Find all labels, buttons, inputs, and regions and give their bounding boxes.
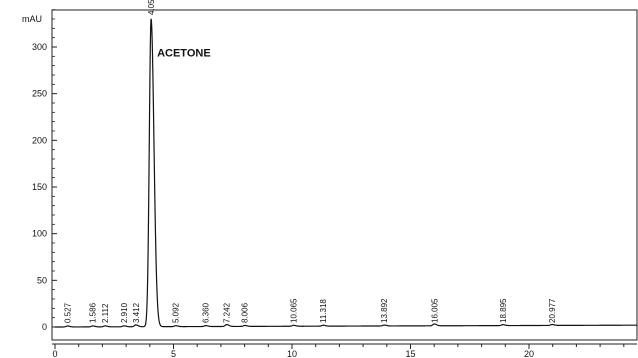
peak-label: 0.527 xyxy=(63,302,72,323)
y-axis-unit-label: mAU xyxy=(22,14,42,24)
x-tick-label-15: 15 xyxy=(405,349,415,358)
peak-label: 3.412 xyxy=(132,302,141,323)
peak-label-main: 4.054 xyxy=(147,0,156,15)
y-axis: 0 50 100 150 200 250 300 xyxy=(32,9,57,332)
peak-labels: 0.527 1.586 2.112 2.910 3.412 4.054 5.092 6.360… xyxy=(63,0,557,323)
y-tick-label-150: 150 xyxy=(32,182,47,192)
peak-label: 10.065 xyxy=(290,298,299,323)
peak-label: 1.586 xyxy=(89,302,98,323)
y-tick-label-250: 250 xyxy=(32,89,47,99)
peak-label: 18.895 xyxy=(499,298,508,323)
y-tick-label-200: 200 xyxy=(32,135,47,145)
x-tick-label-5: 5 xyxy=(171,349,176,358)
y-tick-label-100: 100 xyxy=(32,229,47,239)
peak-label: 5.092 xyxy=(172,302,181,323)
x-tick-label-0: 0 xyxy=(52,349,57,358)
peak-label: 2.910 xyxy=(120,302,129,323)
peak-label: 20.977 xyxy=(548,298,557,323)
x-tick-label-10: 10 xyxy=(287,349,297,358)
peak-label: 13.892 xyxy=(380,298,389,323)
acetone-annotation: ACETONE xyxy=(157,47,211,59)
y-tick-label-0: 0 xyxy=(42,322,47,332)
x-axis: 0 5 10 15 20 xyxy=(52,343,637,358)
chromatogram-trace xyxy=(55,18,637,328)
y-tick-label-50: 50 xyxy=(37,275,47,285)
y-tick-label-300: 300 xyxy=(32,42,47,52)
peak-label: 16.005 xyxy=(430,298,439,323)
peak-label: 2.112 xyxy=(101,303,110,323)
peak-label: 6.360 xyxy=(202,302,211,323)
plot-frame xyxy=(51,9,638,341)
x-tick-label-20: 20 xyxy=(524,349,534,358)
peak-label: 8.006 xyxy=(241,302,250,323)
peak-label: 11.318 xyxy=(319,299,328,323)
peak-label: 7.242 xyxy=(223,302,232,323)
